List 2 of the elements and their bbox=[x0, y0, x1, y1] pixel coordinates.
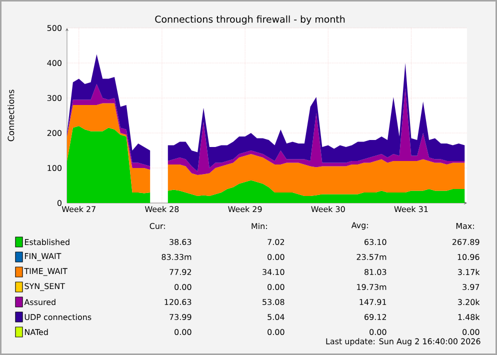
chart-title: Connections through firewall - by month bbox=[155, 15, 345, 25]
y-axis-title: Connections bbox=[8, 90, 14, 142]
